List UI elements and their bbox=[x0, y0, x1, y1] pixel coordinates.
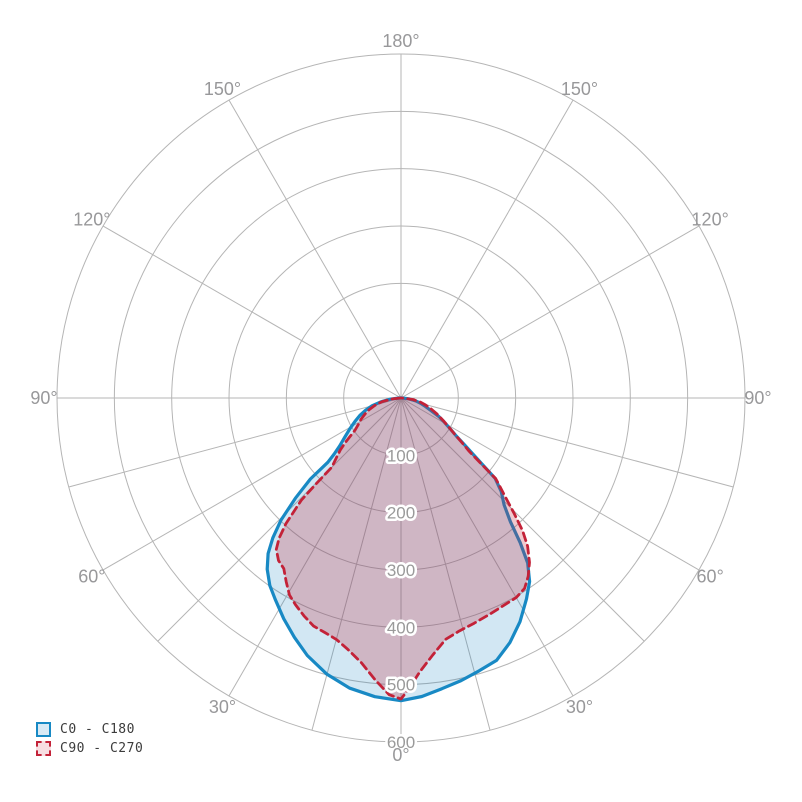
radial-tick-label: 200 bbox=[387, 504, 415, 523]
grid-spoke bbox=[400, 397, 700, 571]
angle-label: 90° bbox=[30, 388, 57, 408]
angle-label: 120° bbox=[73, 210, 110, 230]
grid-spoke bbox=[157, 397, 402, 642]
angle-label: 30° bbox=[566, 697, 593, 717]
angle-label: 120° bbox=[692, 210, 729, 230]
angle-label: 60° bbox=[78, 567, 105, 587]
radial-tick-label: 400 bbox=[387, 618, 415, 637]
series-c90-c270 bbox=[274, 396, 531, 701]
grid-spoke bbox=[102, 225, 402, 399]
radial-tick-label: 300 bbox=[387, 561, 415, 580]
grid-spoke bbox=[228, 397, 402, 697]
grid-spoke bbox=[228, 99, 402, 399]
grid-spoke bbox=[400, 99, 574, 399]
angle-label: 150° bbox=[204, 79, 241, 99]
angle-label: 180° bbox=[382, 31, 419, 51]
legend-label-c90-c270: C90 - C270 bbox=[60, 741, 144, 756]
grid-spoke bbox=[400, 397, 734, 488]
angle-label: 60° bbox=[697, 567, 724, 587]
c90-c270-swatch-icon bbox=[36, 741, 51, 756]
radial-tick-label: 600 bbox=[387, 733, 415, 752]
legend: C0 - C180 C90 - C270 bbox=[36, 722, 143, 760]
grid-spoke bbox=[400, 397, 645, 642]
angle-label: 30° bbox=[209, 697, 236, 717]
angle-label: 90° bbox=[744, 388, 771, 408]
radial-tick-label: 500 bbox=[387, 676, 415, 695]
legend-item-c0-c180: C0 - C180 bbox=[36, 722, 143, 737]
grid-spoke bbox=[400, 397, 491, 731]
legend-item-c90-c270: C90 - C270 bbox=[36, 741, 143, 756]
grid-spoke bbox=[68, 397, 402, 488]
c0-c180-swatch-icon bbox=[36, 722, 51, 737]
grid-spoke bbox=[400, 397, 574, 697]
legend-label-c0-c180: C0 - C180 bbox=[60, 722, 135, 737]
angle-label: 150° bbox=[561, 79, 598, 99]
radial-tick-label: 100 bbox=[387, 446, 415, 465]
grid-spoke bbox=[400, 225, 700, 399]
angle-label: 0° bbox=[392, 745, 409, 765]
